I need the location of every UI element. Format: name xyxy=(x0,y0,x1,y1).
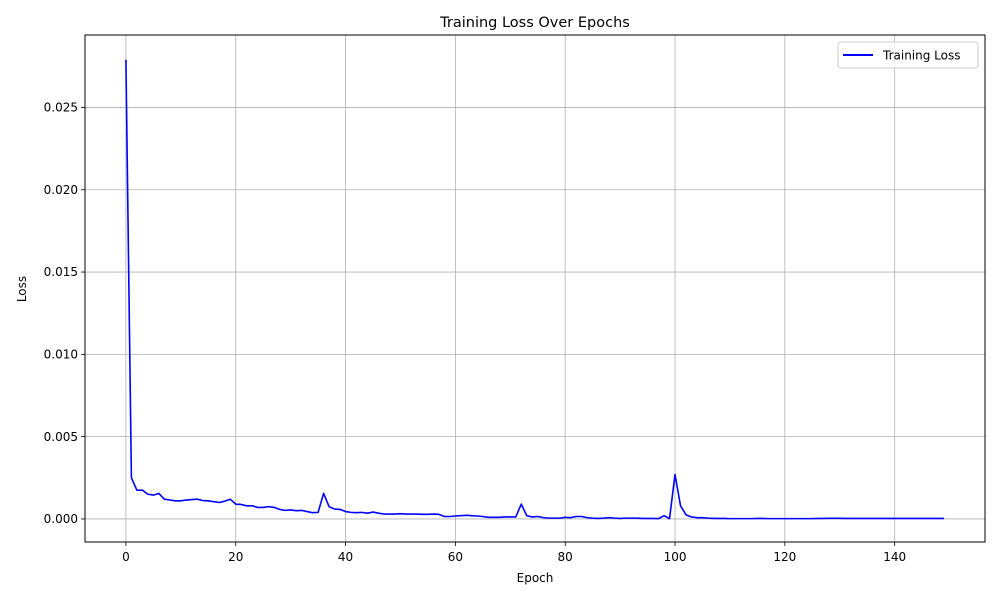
y-axis-label: Loss xyxy=(15,276,29,302)
series-line-training-loss xyxy=(125,59,945,520)
x-tick-label: 100 xyxy=(664,550,687,564)
x-axis-label: Epoch xyxy=(517,571,554,585)
y-axis: 0.000 0.005 0.010 0.015 0.020 0.025 xyxy=(44,101,85,526)
y-tick-label: 0.025 xyxy=(44,101,78,115)
x-tick-label: 80 xyxy=(558,550,573,564)
y-tick-label: 0.015 xyxy=(44,265,78,279)
y-tick-label: 0.000 xyxy=(44,512,78,526)
x-tick-label: 40 xyxy=(338,550,353,564)
x-tick-label: 0 xyxy=(122,550,130,564)
grid xyxy=(85,35,985,542)
legend-label-training-loss: Training Loss xyxy=(882,49,960,63)
y-tick-label: 0.005 xyxy=(44,430,78,444)
x-tick-label: 60 xyxy=(448,550,463,564)
plot-frame xyxy=(84,34,986,543)
x-axis: 0 20 40 60 80 100 120 140 xyxy=(122,542,906,564)
series-layer xyxy=(125,59,945,520)
x-tick-label: 120 xyxy=(773,550,796,564)
chart-title: Training Loss Over Epochs xyxy=(439,15,630,31)
y-tick-label: 0.010 xyxy=(44,348,78,362)
x-tick-label: 20 xyxy=(228,550,243,564)
legend-box xyxy=(837,41,979,69)
y-tick-label: 0.020 xyxy=(44,183,78,197)
legend: Training Loss xyxy=(837,41,979,69)
x-tick-label: 140 xyxy=(883,550,906,564)
